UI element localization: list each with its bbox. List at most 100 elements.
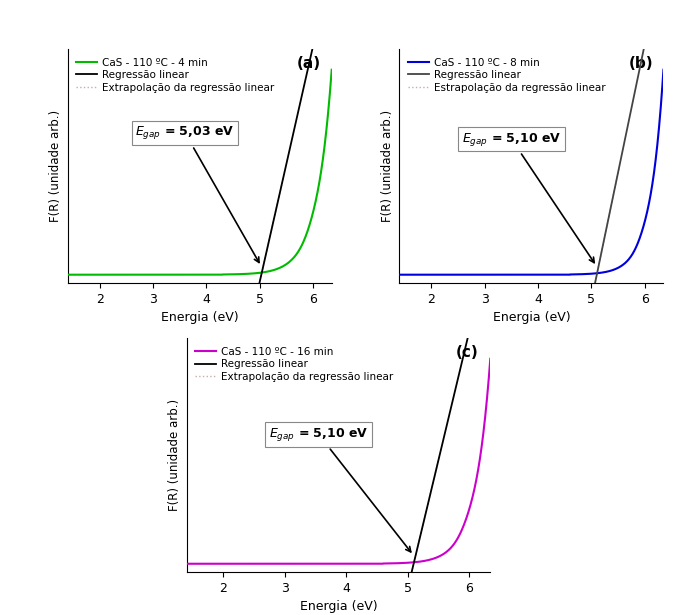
Extrapolação da regressão linear [433, 465, 441, 472]
CaS - 110 ºC - 16 min [236, 560, 244, 568]
CaS - 110 ºC - 4 min [176, 271, 184, 279]
Line: Extrapolação da regressão linear: Extrapolação da regressão linear [391, 456, 439, 615]
Extrapolação da regressão linear [433, 461, 441, 468]
Extrapolação da regressão linear [235, 369, 243, 376]
Extrapolação da regressão linear [401, 595, 410, 602]
Extrapolação da regressão linear [244, 327, 253, 334]
Extrapolação da regressão linear [269, 218, 278, 226]
Extrapolação da regressão linear [260, 260, 268, 268]
Extrapolação da regressão linear [238, 356, 246, 363]
CaS - 110 ºC - 8 min [497, 271, 505, 279]
Extrapolação da regressão linear [268, 222, 276, 229]
Extrapolação da regressão linear [419, 520, 427, 527]
Extrapolação da regressão linear [431, 469, 439, 477]
Extrapolação da regressão linear [397, 611, 406, 615]
Y-axis label: F(R) (unidade arb.): F(R) (unidade arb.) [168, 399, 181, 511]
Estrapolação da regressão linear [585, 310, 593, 317]
Extrapolação da regressão linear [429, 482, 437, 489]
Extrapolação da regressão linear [246, 323, 254, 330]
Estrapolação da regressão linear [611, 180, 619, 188]
Extrapolação da regressão linear [410, 561, 418, 569]
CaS - 110 ºC - 16 min [312, 560, 320, 568]
CaS - 110 ºC - 4 min [110, 271, 118, 279]
Estrapolação da regressão linear [600, 234, 609, 242]
CaS - 110 ºC - 16 min [217, 560, 225, 568]
CaS - 110 ºC - 4 min [322, 125, 330, 132]
Extrapolação da regressão linear [234, 377, 242, 384]
Estrapolação da regressão linear [579, 339, 587, 346]
Extrapolação da regressão linear [256, 277, 264, 284]
Estrapolação da regressão linear [586, 301, 594, 309]
Estrapolação da regressão linear [581, 327, 589, 334]
Legend: CaS - 110 ºC - 8 min, Regressão linear, Estrapolação da regressão linear: CaS - 110 ºC - 8 min, Regressão linear, … [405, 54, 609, 96]
Estrapolação da regressão linear [577, 347, 585, 355]
Extrapolação da regressão linear [435, 456, 443, 464]
Estrapolação da regressão linear [584, 314, 592, 322]
Extrapolação da regressão linear [254, 285, 262, 292]
Extrapolação da regressão linear [236, 365, 244, 372]
Extrapolação da regressão linear [251, 298, 259, 305]
Estrapolação da regressão linear [590, 285, 598, 292]
Estrapolação da regressão linear [598, 243, 607, 250]
Estrapolação da regressão linear [609, 192, 617, 200]
Estrapolação da regressão linear [591, 280, 599, 288]
Estrapolação da regressão linear [604, 218, 612, 225]
Extrapolação da regressão linear [242, 339, 250, 347]
CaS - 110 ºC - 16 min [447, 543, 456, 550]
Estrapolação da regressão linear [602, 226, 610, 234]
Extrapolação da regressão linear [263, 247, 271, 255]
Estrapolação da regressão linear [601, 231, 609, 238]
CaS - 110 ºC - 4 min [64, 271, 72, 279]
Extrapolação da regressão linear [271, 210, 280, 217]
Extrapolação da regressão linear [408, 569, 416, 577]
Estrapolação da regressão linear [580, 331, 588, 338]
Extrapolação da regressão linear [429, 477, 437, 485]
Extrapolação da regressão linear [265, 239, 273, 247]
Extrapolação da regressão linear [272, 205, 280, 213]
Text: (c): (c) [456, 345, 478, 360]
Line: Estrapolação da regressão linear: Estrapolação da regressão linear [577, 167, 619, 372]
CaS - 110 ºC - 4 min [294, 248, 302, 256]
Estrapolação da regressão linear [605, 209, 613, 216]
Extrapolação da regressão linear [241, 344, 249, 351]
Extrapolação da regressão linear [427, 486, 435, 493]
Extrapolação da regressão linear [255, 281, 263, 288]
CaS - 110 ºC - 4 min [165, 271, 173, 279]
Estrapolação da regressão linear [577, 343, 586, 351]
X-axis label: Energia (eV): Energia (eV) [300, 600, 377, 613]
Extrapolação da regressão linear [267, 226, 276, 234]
CaS - 110 ºC - 16 min [480, 421, 488, 428]
Extrapolação da regressão linear [259, 264, 267, 271]
Legend: CaS - 110 ºC - 4 min, Regressão linear, Extrapolação da regressão linear: CaS - 110 ºC - 4 min, Regressão linear, … [73, 54, 278, 96]
Extrapolação da regressão linear [244, 331, 252, 338]
Estrapolação da regressão linear [582, 322, 590, 330]
Extrapolação da regressão linear [414, 541, 422, 548]
Extrapolação da regressão linear [402, 590, 410, 598]
CaS - 110 ºC - 8 min [626, 254, 634, 261]
Extrapolação da regressão linear [279, 176, 287, 183]
Extrapolação da regressão linear [234, 373, 242, 380]
Extrapolação da regressão linear [399, 603, 408, 611]
Extrapolação da regressão linear [274, 197, 282, 205]
Extrapolação da regressão linear [263, 243, 271, 250]
Estrapolação da regressão linear [589, 289, 597, 296]
Extrapolação da regressão linear [250, 302, 259, 309]
Extrapolação da regressão linear [406, 578, 414, 585]
Extrapolação da regressão linear [404, 582, 412, 590]
Extrapolação da regressão linear [431, 474, 439, 481]
Estrapolação da regressão linear [588, 293, 596, 301]
Estrapolação da regressão linear [580, 335, 588, 343]
Extrapolação da regressão linear [267, 231, 275, 238]
Estrapolação da regressão linear [583, 318, 591, 325]
Text: $E_{gap}$ = 5,03 eV: $E_{gap}$ = 5,03 eV [135, 124, 259, 263]
Extrapolação da regressão linear [248, 314, 256, 322]
Extrapolação da regressão linear [277, 184, 285, 192]
Estrapolação da regressão linear [593, 268, 601, 276]
Estrapolação da regressão linear [594, 264, 603, 271]
Extrapolação da regressão linear [253, 293, 261, 301]
Estrapolação da regressão linear [597, 252, 605, 259]
Estrapolação da regressão linear [574, 360, 582, 367]
CaS - 110 ºC - 8 min [425, 271, 433, 279]
Extrapolação da regressão linear [422, 507, 431, 514]
Estrapolação da regressão linear [586, 306, 594, 313]
